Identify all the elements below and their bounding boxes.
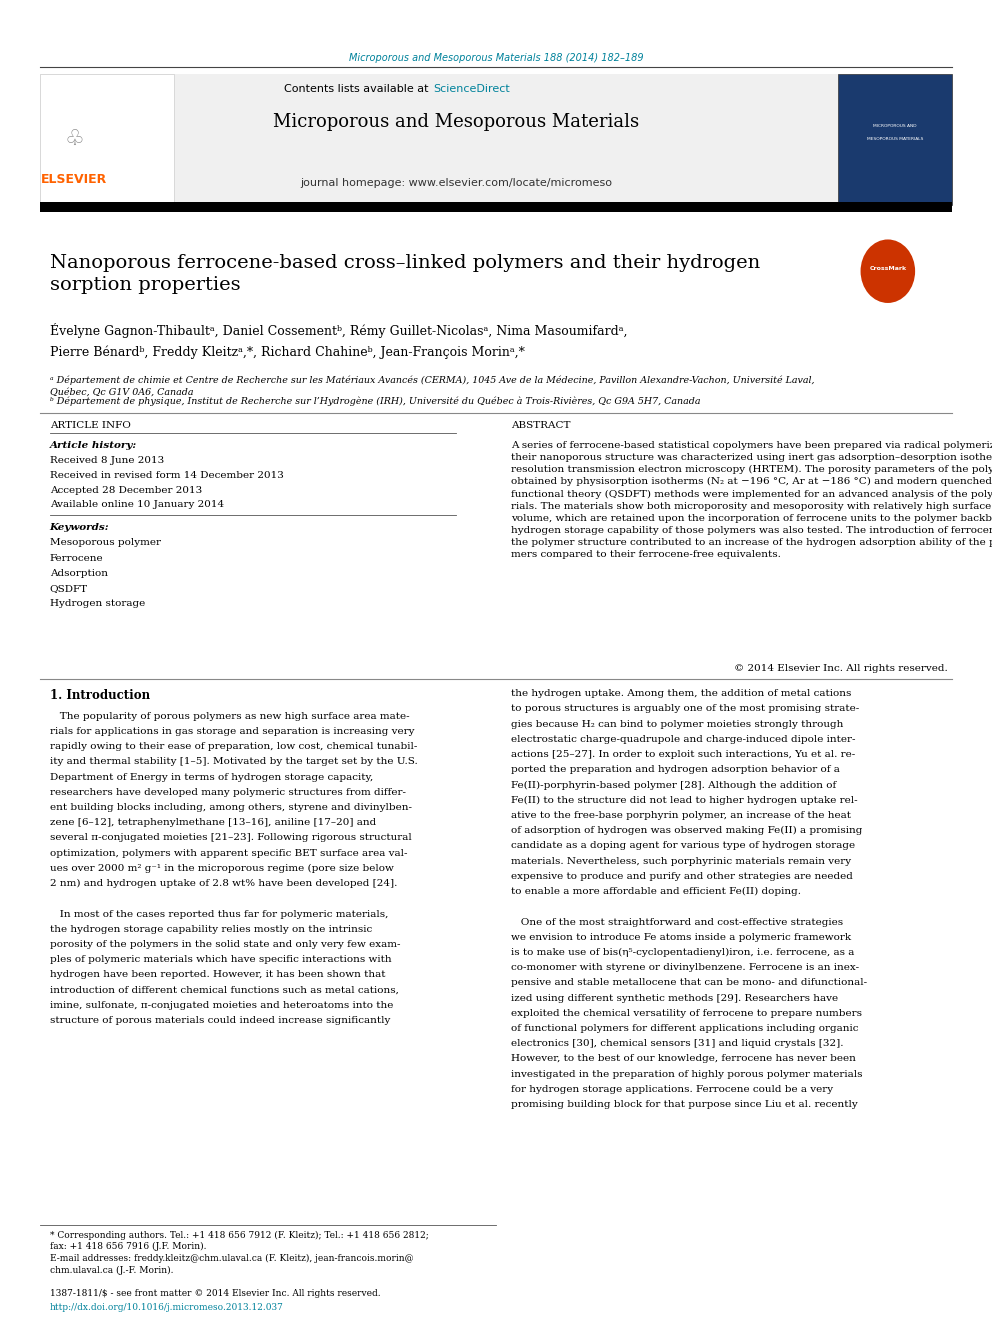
Text: ity and thermal stability [1–5]. Motivated by the target set by the U.S.: ity and thermal stability [1–5]. Motivat… [50, 757, 418, 766]
Text: is to make use of bis(η⁵-cyclopentadienyl)iron, i.e. ferrocene, as a: is to make use of bis(η⁵-cyclopentadieny… [511, 947, 854, 957]
Text: Accepted 28 December 2013: Accepted 28 December 2013 [50, 486, 201, 495]
Text: Contents lists available at: Contents lists available at [284, 83, 432, 94]
Text: Nanoporous ferrocene-based cross–linked polymers and their hydrogen
sorption pro: Nanoporous ferrocene-based cross–linked … [50, 254, 760, 294]
Text: Mesoporous polymer: Mesoporous polymer [50, 538, 161, 548]
Text: ᵇ Département de physique, Institut de Recherche sur l’Hydrogène (IRH), Universi: ᵇ Département de physique, Institut de R… [50, 397, 700, 406]
Text: ized using different synthetic methods [29]. Researchers have: ized using different synthetic methods [… [511, 994, 838, 1003]
Bar [838, 74, 952, 205]
Text: Hydrogen storage: Hydrogen storage [50, 599, 145, 609]
Text: materials. Nevertheless, such porphyrinic materials remain very: materials. Nevertheless, such porphyrini… [511, 857, 851, 865]
Text: chm.ulaval.ca (J.-F. Morin).: chm.ulaval.ca (J.-F. Morin). [50, 1266, 173, 1275]
Text: E-mail addresses: freddy.kleitz@chm.ulaval.ca (F. Kleitz), jean-francois.morin@: E-mail addresses: freddy.kleitz@chm.ulav… [50, 1254, 414, 1263]
Text: ᵃ Département de chimie et Centre de Recherche sur les Matériaux Avancés (CERMA): ᵃ Département de chimie et Centre de Rec… [50, 376, 814, 397]
Text: fax: +1 418 656 7916 (J.F. Morin).: fax: +1 418 656 7916 (J.F. Morin). [50, 1242, 206, 1252]
Text: co-monomer with styrene or divinylbenzene. Ferrocene is an inex-: co-monomer with styrene or divinylbenzen… [511, 963, 859, 972]
Text: the hydrogen storage capability relies mostly on the intrinsic: the hydrogen storage capability relies m… [50, 925, 372, 934]
Text: structure of porous materials could indeed increase significantly: structure of porous materials could inde… [50, 1016, 390, 1025]
Text: zene [6–12], tetraphenylmethane [13–16], aniline [17–20] and: zene [6–12], tetraphenylmethane [13–16],… [50, 818, 376, 827]
Text: optimization, polymers with apparent specific BET surface area val-: optimization, polymers with apparent spe… [50, 849, 407, 857]
Text: to porous structures is arguably one of the most promising strate-: to porous structures is arguably one of … [511, 704, 859, 713]
Text: pensive and stable metallocene that can be mono- and difunctional-: pensive and stable metallocene that can … [511, 979, 867, 987]
Text: * Corresponding authors. Tel.: +1 418 656 7912 (F. Kleitz); Tel.: +1 418 656 281: * Corresponding authors. Tel.: +1 418 65… [50, 1230, 429, 1240]
Text: to enable a more affordable and efficient Fe(II) doping.: to enable a more affordable and efficien… [511, 886, 801, 896]
Text: rials for applications in gas storage and separation is increasing very: rials for applications in gas storage an… [50, 726, 414, 736]
Text: Ferrocene: Ferrocene [50, 553, 103, 562]
Text: http://dx.doi.org/10.1016/j.micromeso.2013.12.037: http://dx.doi.org/10.1016/j.micromeso.20… [50, 1303, 284, 1312]
Text: journal homepage: www.elsevier.com/locate/micromeso: journal homepage: www.elsevier.com/locat… [301, 177, 612, 188]
Text: Adsorption: Adsorption [50, 569, 107, 578]
Text: Pierre Bénardᵇ, Freddy Kleitzᵃ,*, Richard Chahineᵇ, Jean-François Morinᵃ,*: Pierre Bénardᵇ, Freddy Kleitzᵃ,*, Richar… [50, 345, 525, 359]
Text: 1387-1811/$ - see front matter © 2014 Elsevier Inc. All rights reserved.: 1387-1811/$ - see front matter © 2014 El… [50, 1289, 380, 1298]
Ellipse shape [861, 239, 915, 303]
Text: The popularity of porous polymers as new high surface area mate-: The popularity of porous polymers as new… [50, 712, 410, 721]
Text: the hydrogen uptake. Among them, the addition of metal cations: the hydrogen uptake. Among them, the add… [511, 689, 851, 699]
Text: we envision to introduce Fe atoms inside a polymeric framework: we envision to introduce Fe atoms inside… [511, 933, 851, 942]
Bar [40, 202, 952, 212]
Text: several π-conjugated moieties [21–23]. Following rigorous structural: several π-conjugated moieties [21–23]. F… [50, 833, 412, 843]
Text: ent building blocks including, among others, styrene and divinylben-: ent building blocks including, among oth… [50, 803, 412, 812]
Text: ScienceDirect: ScienceDirect [434, 83, 510, 94]
Text: rapidly owing to their ease of preparation, low cost, chemical tunabil-: rapidly owing to their ease of preparati… [50, 742, 417, 751]
Text: electrostatic charge-quadrupole and charge-induced dipole inter-: electrostatic charge-quadrupole and char… [511, 736, 855, 744]
Text: ative to the free-base porphyrin polymer, an increase of the heat: ative to the free-base porphyrin polymer… [511, 811, 851, 820]
Text: MESOPOROUS MATERIALS: MESOPOROUS MATERIALS [867, 136, 923, 142]
Text: Microporous and Mesoporous Materials 188 (2014) 182–189: Microporous and Mesoporous Materials 188… [348, 53, 644, 64]
Text: Available online 10 January 2014: Available online 10 January 2014 [50, 500, 224, 509]
Text: ues over 2000 m² g⁻¹ in the microporous regime (pore size below: ues over 2000 m² g⁻¹ in the microporous … [50, 864, 394, 873]
Text: of adsorption of hydrogen was observed making Fe(II) a promising: of adsorption of hydrogen was observed m… [511, 826, 862, 835]
Text: actions [25–27]. In order to exploit such interactions, Yu et al. re-: actions [25–27]. In order to exploit suc… [511, 750, 855, 759]
Text: ♧: ♧ [64, 128, 84, 149]
Text: promising building block for that purpose since Liu et al. recently: promising building block for that purpos… [511, 1101, 858, 1109]
Text: Keywords:: Keywords: [50, 523, 109, 532]
Text: ARTICLE INFO: ARTICLE INFO [50, 421, 131, 430]
Text: ported the preparation and hydrogen adsorption behavior of a: ported the preparation and hydrogen adso… [511, 765, 840, 774]
Bar [40, 74, 174, 205]
Text: In most of the cases reported thus far for polymeric materials,: In most of the cases reported thus far f… [50, 910, 388, 918]
Text: introduction of different chemical functions such as metal cations,: introduction of different chemical funct… [50, 986, 399, 995]
Text: However, to the best of our knowledge, ferrocene has never been: However, to the best of our knowledge, f… [511, 1054, 856, 1064]
Text: of functional polymers for different applications including organic: of functional polymers for different app… [511, 1024, 858, 1033]
Text: Received in revised form 14 December 2013: Received in revised form 14 December 201… [50, 471, 284, 480]
Text: MICROPOROUS AND: MICROPOROUS AND [873, 123, 917, 128]
Bar [40, 74, 952, 205]
Text: ples of polymeric materials which have specific interactions with: ples of polymeric materials which have s… [50, 955, 391, 964]
Text: Évelyne Gagnon-Thibaultᵃ, Daniel Cossementᵇ, Rémy Guillet-Nicolasᵃ, Nima Masoumi: Évelyne Gagnon-Thibaultᵃ, Daniel Cosseme… [50, 323, 627, 337]
Text: researchers have developed many polymeric structures from differ-: researchers have developed many polymeri… [50, 787, 406, 796]
Text: Article history:: Article history: [50, 441, 137, 450]
Text: 2 nm) and hydrogen uptake of 2.8 wt% have been developed [24].: 2 nm) and hydrogen uptake of 2.8 wt% hav… [50, 878, 397, 888]
Text: exploited the chemical versatility of ferrocene to prepare numbers: exploited the chemical versatility of fe… [511, 1008, 862, 1017]
Text: Fe(II) to the structure did not lead to higher hydrogen uptake rel-: Fe(II) to the structure did not lead to … [511, 796, 857, 804]
Text: A series of ferrocene-based statistical copolymers have been prepared via radica: A series of ferrocene-based statistical … [511, 441, 992, 560]
Text: Fe(II)-porphyrin-based polymer [28]. Although the addition of: Fe(II)-porphyrin-based polymer [28]. Alt… [511, 781, 836, 790]
Text: QSDFT: QSDFT [50, 583, 87, 593]
Text: Received 8 June 2013: Received 8 June 2013 [50, 456, 164, 466]
Text: hydrogen have been reported. However, it has been shown that: hydrogen have been reported. However, it… [50, 971, 385, 979]
Text: One of the most straightforward and cost-effective strategies: One of the most straightforward and cost… [511, 918, 843, 926]
Text: imine, sulfonate, π-conjugated moieties and heteroatoms into the: imine, sulfonate, π-conjugated moieties … [50, 1000, 393, 1009]
Text: Department of Energy in terms of hydrogen storage capacity,: Department of Energy in terms of hydroge… [50, 773, 373, 782]
Text: investigated in the preparation of highly porous polymer materials: investigated in the preparation of highl… [511, 1069, 862, 1078]
Text: ELSEVIER: ELSEVIER [42, 173, 107, 187]
Text: Microporous and Mesoporous Materials: Microporous and Mesoporous Materials [273, 112, 640, 131]
Text: ABSTRACT: ABSTRACT [511, 421, 570, 430]
Text: electronics [30], chemical sensors [31] and liquid crystals [32].: electronics [30], chemical sensors [31] … [511, 1040, 843, 1048]
Text: © 2014 Elsevier Inc. All rights reserved.: © 2014 Elsevier Inc. All rights reserved… [734, 664, 947, 673]
Text: CrossMark: CrossMark [869, 266, 907, 271]
Text: for hydrogen storage applications. Ferrocene could be a very: for hydrogen storage applications. Ferro… [511, 1085, 833, 1094]
Text: candidate as a doping agent for various type of hydrogen storage: candidate as a doping agent for various … [511, 841, 855, 851]
Text: gies because H₂ can bind to polymer moieties strongly through: gies because H₂ can bind to polymer moie… [511, 720, 843, 729]
Text: porosity of the polymers in the solid state and only very few exam-: porosity of the polymers in the solid st… [50, 939, 400, 949]
Text: 1. Introduction: 1. Introduction [50, 689, 150, 703]
Text: expensive to produce and purify and other strategies are needed: expensive to produce and purify and othe… [511, 872, 853, 881]
